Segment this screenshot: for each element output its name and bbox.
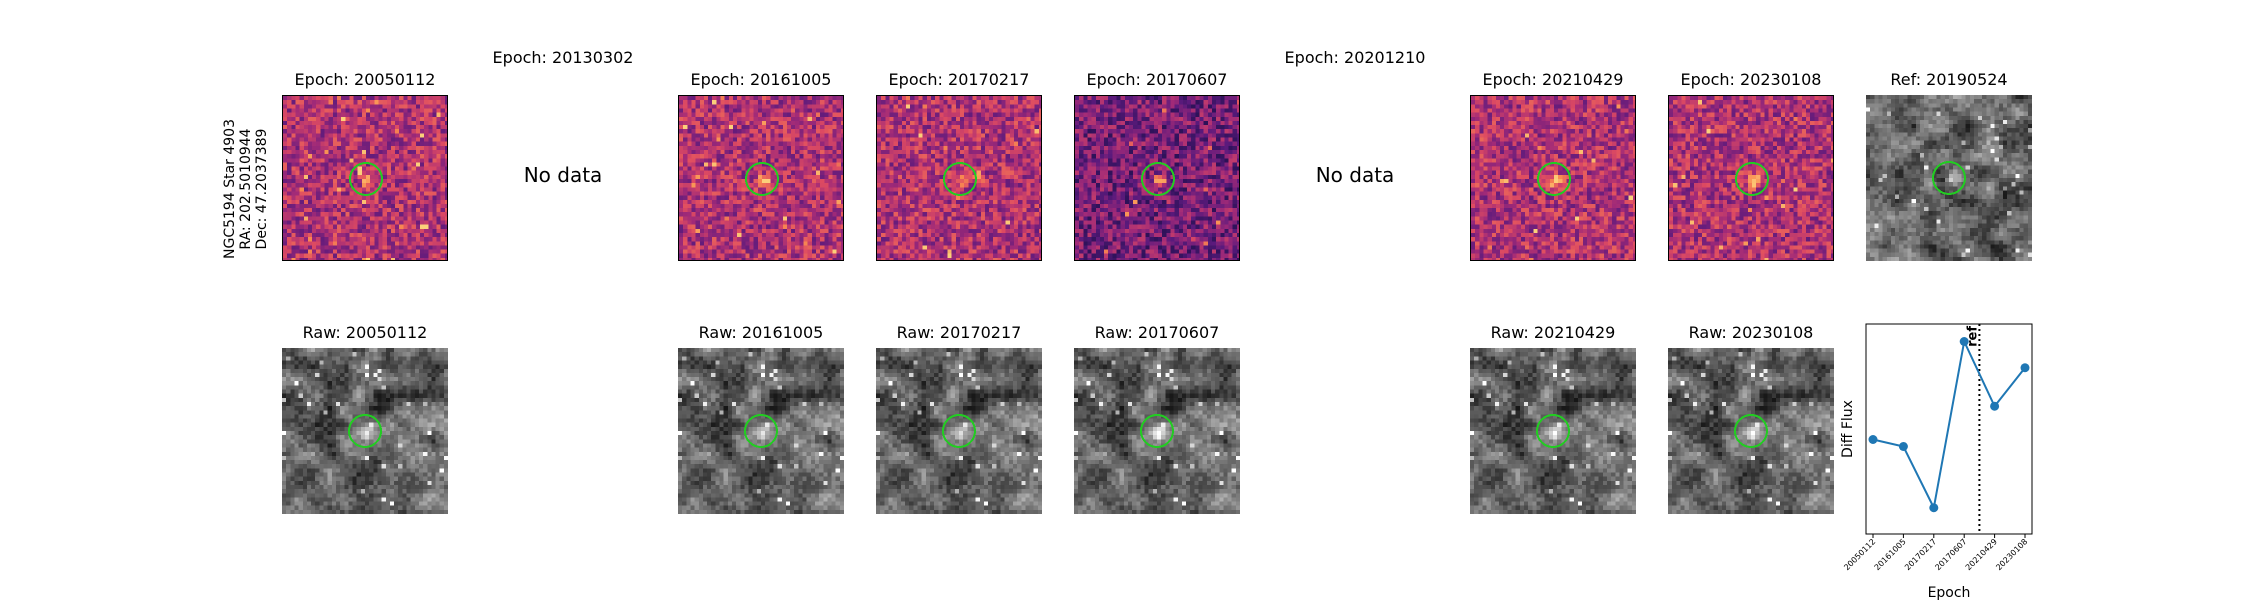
- x-tick-label-20230108: 20230108: [1994, 537, 2029, 572]
- data-point-20161005: [1899, 442, 1908, 451]
- no-data-20201210: No data: [1272, 163, 1438, 187]
- data-point-20170607: [1960, 337, 1969, 346]
- diff-image-20210429: [1470, 95, 1636, 261]
- ref-title: Ref: 20190524: [1866, 70, 2032, 89]
- star-ra: RA: 202.5010944: [238, 104, 254, 274]
- diff-title-5: Epoch: 20201210: [1272, 48, 1438, 67]
- x-axis-label: Epoch: [1928, 585, 1971, 600]
- raw-title-6: Raw: 20210429: [1470, 323, 1636, 342]
- raw-image-20170217: [876, 348, 1042, 514]
- data-point-20210429: [1990, 402, 1999, 411]
- raw-image-20210429: [1470, 348, 1636, 514]
- star-name: NGC5194 Star 4903: [222, 104, 238, 274]
- raw-title-0: Raw: 20050112: [282, 323, 448, 342]
- raw-image-20161005: [678, 348, 844, 514]
- raw-title-2: Raw: 20161005: [678, 323, 844, 342]
- diff-title-6: Epoch: 20210429: [1470, 70, 1636, 89]
- diff-title-1: Epoch: 20130302: [480, 48, 646, 67]
- data-point-20050112: [1869, 435, 1878, 444]
- raw-title-4: Raw: 20170607: [1074, 323, 1240, 342]
- diff-title-2: Epoch: 20161005: [678, 70, 844, 89]
- x-tick-label-20170607: 20170607: [1933, 537, 1968, 572]
- diff-image-20170217: [876, 95, 1042, 261]
- no-data-20130302: No data: [480, 163, 646, 187]
- y-axis-label: Diff Flux: [1840, 400, 1856, 458]
- diff-title-4: Epoch: 20170607: [1074, 70, 1240, 89]
- star-info-label: NGC5194 Star 4903 RA: 202.5010944 Dec: 4…: [222, 104, 242, 274]
- raw-title-7: Raw: 20230108: [1668, 323, 1834, 342]
- star-dec: Dec: 47.2037389: [254, 104, 270, 274]
- diff-title-3: Epoch: 20170217: [876, 70, 1042, 89]
- raw-image-20170607: [1074, 348, 1240, 514]
- diff-image-20161005: [678, 95, 844, 261]
- x-tick-label-20161005: 20161005: [1873, 537, 1908, 572]
- data-point-20170217: [1929, 503, 1938, 512]
- diff-image-20050112: [282, 95, 448, 261]
- diff-image-20170607: [1074, 95, 1240, 261]
- x-tick-label-20210429: 20210429: [1964, 537, 1999, 572]
- x-tick-label-20170217: 20170217: [1903, 537, 1938, 572]
- diff-title-7: Epoch: 20230108: [1668, 70, 1834, 89]
- diff-image-20230108: [1668, 95, 1834, 261]
- data-point-20230108: [2021, 363, 2030, 372]
- raw-image-20230108: [1668, 348, 1834, 514]
- ref-image-20190524: [1866, 95, 2032, 261]
- raw-image-20050112: [282, 348, 448, 514]
- raw-title-3: Raw: 20170217: [876, 323, 1042, 342]
- x-tick-label-20050112: 20050112: [1842, 537, 1877, 572]
- diff-title-0: Epoch: 20050112: [282, 70, 448, 89]
- diff-flux-light-curve: ref2005011220161005201702172017060720210…: [1840, 310, 2060, 600]
